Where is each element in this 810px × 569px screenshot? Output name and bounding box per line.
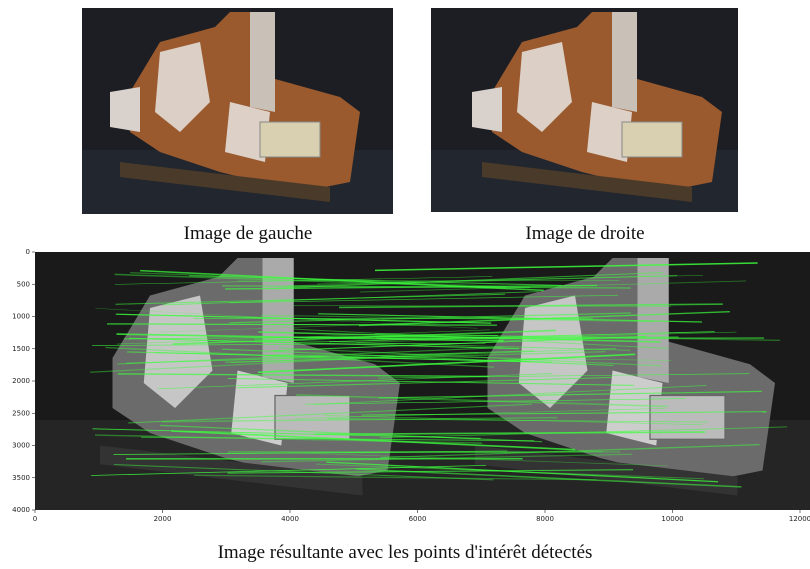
match-line <box>115 293 505 305</box>
y-tick-label: 3500 <box>12 474 30 482</box>
match-line <box>90 351 479 373</box>
match-line <box>117 347 503 365</box>
y-tick-label: 500 <box>17 280 30 288</box>
x-tick-label: 10000 <box>661 515 683 523</box>
match-line <box>92 342 486 346</box>
match-line <box>277 271 664 289</box>
match-line <box>230 348 616 364</box>
match-line <box>258 353 636 374</box>
match-line <box>114 276 493 285</box>
match-line <box>374 262 758 272</box>
match-line <box>339 303 723 309</box>
x-tick-label: 0 <box>33 515 37 523</box>
x-tick-label: 8000 <box>536 515 554 523</box>
match-line <box>305 398 686 405</box>
x-tick-label: 2000 <box>154 515 172 523</box>
match-line <box>294 408 666 419</box>
match-line <box>374 333 781 342</box>
match-line <box>221 348 614 367</box>
y-tick-label: 2000 <box>12 377 30 385</box>
match-line <box>270 354 672 361</box>
y-tick-label: 1500 <box>12 345 30 353</box>
match-line <box>115 313 492 324</box>
match-line <box>127 351 531 363</box>
match-line <box>315 431 706 436</box>
match-line <box>226 451 621 454</box>
match-line <box>254 338 631 351</box>
right-image <box>431 8 738 212</box>
x-tick-label: 12000 <box>789 515 810 523</box>
match-line <box>380 443 760 459</box>
match-line <box>162 416 558 423</box>
match-line <box>361 411 767 416</box>
match-line <box>360 280 747 293</box>
match-line <box>162 291 539 306</box>
match-line <box>377 373 750 379</box>
match-line <box>105 346 495 368</box>
match-line <box>237 377 612 389</box>
match-line <box>279 347 662 367</box>
match-line <box>130 272 530 289</box>
match-line <box>228 294 619 304</box>
y-tick-label: 2500 <box>12 409 30 417</box>
match-line <box>171 430 576 451</box>
match-line <box>227 469 633 474</box>
match-line <box>317 275 704 285</box>
match-line <box>326 461 719 483</box>
match-line <box>316 463 705 480</box>
match-line <box>356 468 742 488</box>
match-line <box>117 373 489 378</box>
y-tick-label: 0 <box>26 248 30 256</box>
match-line <box>128 337 520 350</box>
match-line <box>194 474 597 481</box>
match-line <box>261 453 632 463</box>
x-tick-label: 4000 <box>281 515 299 523</box>
match-line <box>260 314 655 323</box>
match-line <box>91 464 487 476</box>
match-line <box>378 390 762 399</box>
match-line <box>95 308 478 329</box>
match-line <box>379 426 788 439</box>
match-line <box>318 313 702 323</box>
match-line <box>229 312 631 324</box>
match-line <box>329 331 715 343</box>
match-line <box>228 378 634 386</box>
y-tick-label: 1000 <box>12 313 30 321</box>
match-line <box>159 424 543 443</box>
x-tick-label: 6000 <box>409 515 427 523</box>
match-line <box>107 323 497 326</box>
match-line <box>314 384 707 405</box>
match-line <box>324 415 703 425</box>
left-image <box>82 8 393 214</box>
match-line <box>273 335 647 352</box>
y-tick-label: 4000 <box>12 506 30 514</box>
right-caption: Image de droite <box>525 223 644 244</box>
match-image <box>35 252 810 510</box>
figure-caption: Image résultante avec les points d'intér… <box>218 542 593 563</box>
match-line <box>128 403 533 424</box>
match-line <box>95 434 483 444</box>
match-line <box>189 275 562 286</box>
match-line <box>140 269 544 292</box>
match-line <box>295 394 668 408</box>
match-line <box>222 285 631 289</box>
match-line <box>258 331 661 343</box>
match-line <box>141 436 534 442</box>
y-tick-label: 3000 <box>12 442 30 450</box>
left-caption: Image de gauche <box>184 223 313 244</box>
